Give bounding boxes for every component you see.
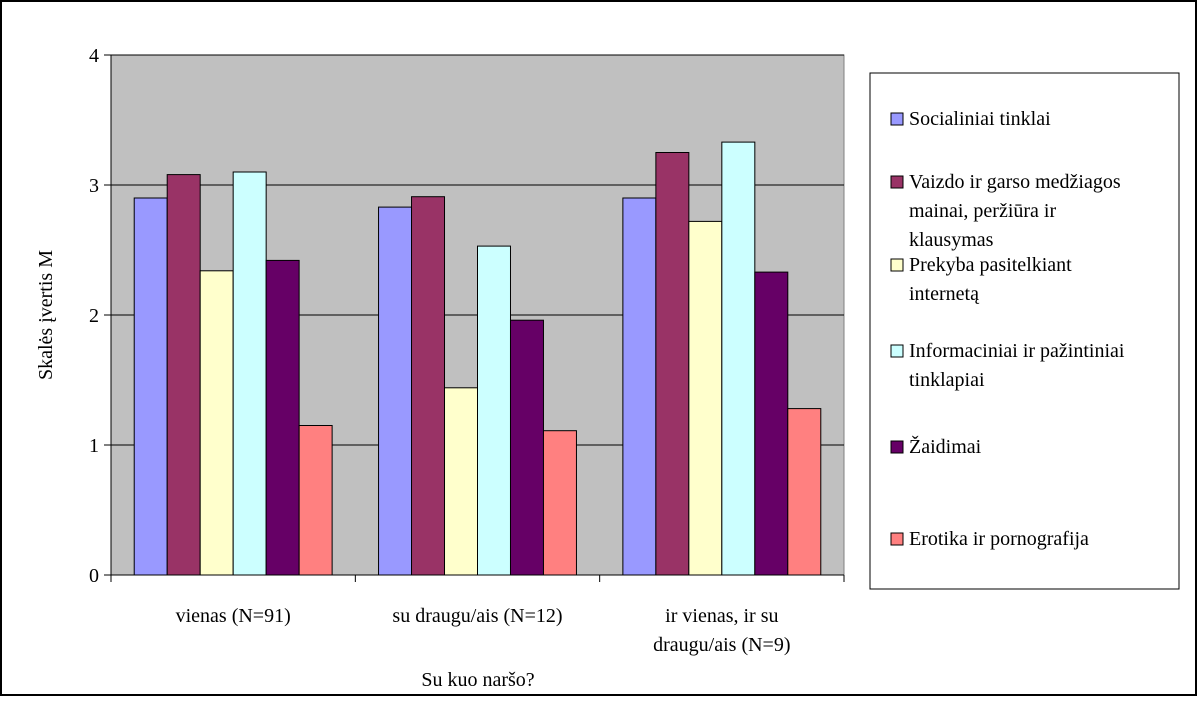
bar-s5-c1 [542, 430, 577, 576]
x-tick-label-2: ir vienas, ir su draugu/ais (N=9) [653, 605, 790, 656]
bar-s3-c1 [477, 245, 511, 576]
y-tick-label-4: 4 [89, 45, 99, 67]
x-axis-title: Su kuo naršo? [421, 669, 534, 691]
x-tick-label-line: vienas (N=91) [176, 605, 291, 627]
bar-s4-c2 [754, 271, 789, 576]
bar-s2-c0 [199, 270, 234, 576]
legend-swatch-0 [890, 112, 904, 126]
legend-label-1: Vaizdo ir garso medžiagos mainai, peržiūr… [909, 171, 1121, 251]
bar-s5-c2 [787, 408, 822, 576]
legend-label-line: Prekyba pasitelkiant [909, 254, 1072, 276]
legend-label-line: Erotika ir pornografija [909, 528, 1089, 550]
y-tick-labels: 0 1 2 3 4 [89, 45, 99, 587]
bar-s2-c1 [444, 387, 479, 576]
y-tick-label-1: 1 [89, 435, 99, 457]
legend-label-5: Erotika ir pornografija [909, 528, 1089, 550]
bar-s5-c0 [298, 425, 333, 576]
legend-label-line: tinklapiai [909, 369, 985, 391]
bar-s1-c1 [411, 196, 446, 576]
bar-s0-c1 [378, 206, 413, 576]
bar-s2-c2 [688, 220, 723, 576]
bar-s3-c0 [232, 171, 267, 576]
legend-swatch-5 [890, 532, 904, 546]
axes [104, 54, 845, 582]
bar-s1-c2 [655, 152, 690, 576]
legend-label-line: Socialiniai tinklai [909, 108, 1051, 130]
legend-label-line: Vaizdo ir garso medžiagos [909, 171, 1121, 193]
bar-s4-c1 [509, 319, 544, 576]
x-tick-label-line: draugu/ais (N=9) [653, 634, 790, 656]
x-tick-label-1: su draugu/ais (N=12) [392, 605, 562, 627]
legend: Socialiniai tinklai Vaizdo ir garso medži… [890, 108, 1125, 550]
x-tick-labels: vienas (N=91) su draugu/ais (N=12) ir vien… [176, 605, 791, 656]
bars [133, 141, 822, 576]
bar-s4-c0 [265, 259, 300, 576]
legend-label-line: internetą [909, 283, 980, 305]
x-tick-label-0: vienas (N=91) [176, 605, 291, 627]
bar-s0-c0 [133, 197, 168, 576]
y-tick-label-2: 2 [89, 305, 99, 327]
legend-label-2: Prekyba pasitelkiant internetą [909, 254, 1072, 305]
legend-swatch-4 [890, 440, 904, 454]
legend-label-3: Informaciniai ir pažintiniai tinklapiai [909, 340, 1125, 391]
legend-label-0: Socialiniai tinklai [909, 108, 1051, 130]
legend-label-line: mainai, peržiūra ir [909, 200, 1056, 222]
y-axis-title: Skalės įvertis M [35, 250, 57, 380]
legend-label-line: Žaidimai [909, 435, 982, 458]
x-tick-label-line: su draugu/ais (N=12) [392, 605, 562, 627]
y-tick-label-0: 0 [89, 565, 99, 587]
legend-swatch-3 [890, 344, 904, 358]
legend-swatch-2 [890, 258, 904, 272]
y-tick-label-3: 3 [89, 175, 99, 197]
legend-box [869, 72, 1180, 590]
legend-label-4: Žaidimai [909, 435, 982, 458]
legend-label-line: Informaciniai ir pažintiniai [909, 340, 1125, 362]
bar-s3-c2 [721, 141, 756, 576]
bar-s0-c2 [622, 197, 657, 576]
legend-swatch-1 [890, 175, 904, 189]
legend-label-line: klausymas [909, 229, 994, 251]
x-tick-label-line: ir vienas, ir su [665, 605, 778, 627]
bar-s1-c0 [166, 174, 201, 576]
